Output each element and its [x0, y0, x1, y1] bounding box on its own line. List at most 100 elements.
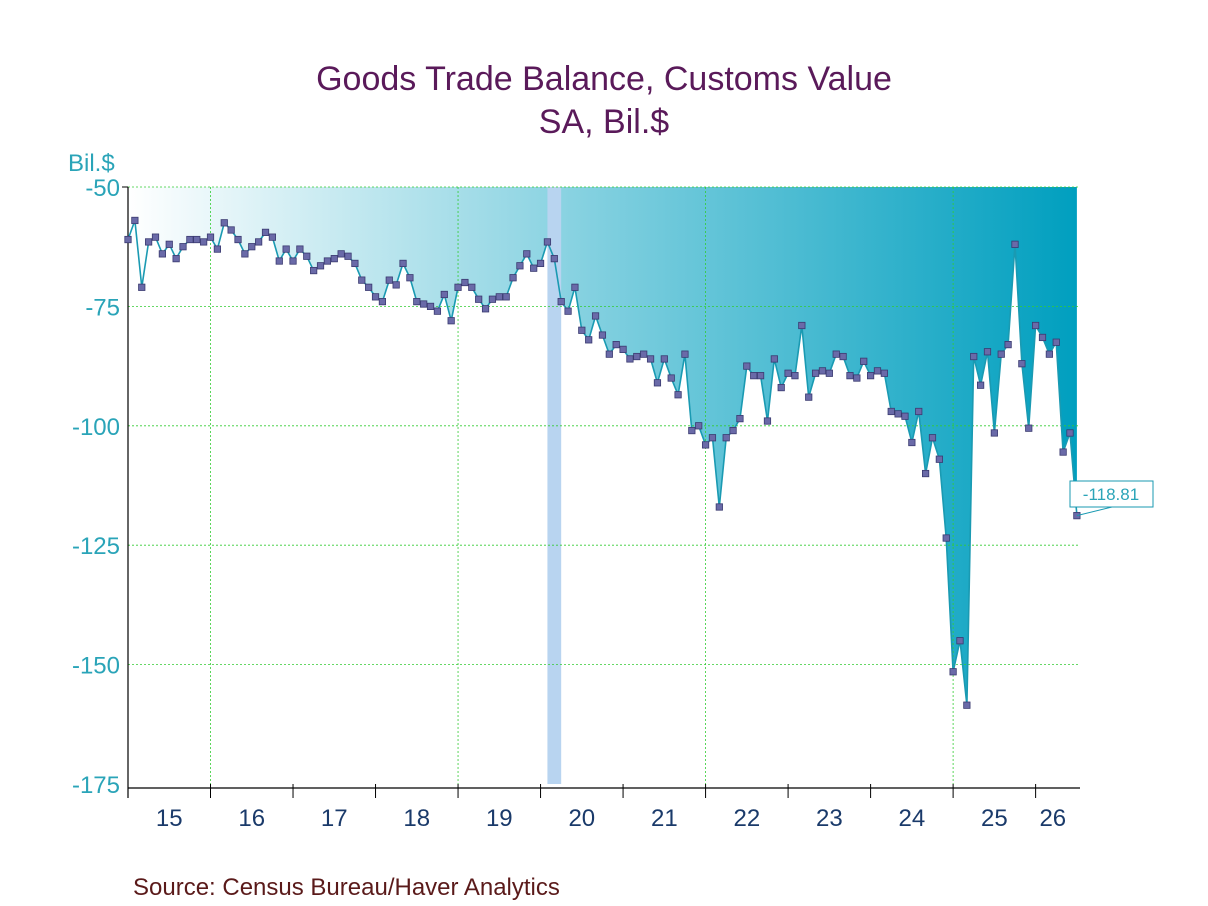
data-point [481, 305, 490, 313]
data-point [351, 259, 359, 268]
data-point [502, 293, 510, 301]
data-point [227, 226, 235, 234]
data-point [516, 262, 524, 270]
data-point [323, 257, 332, 265]
data-point [488, 295, 497, 303]
data-point [591, 312, 600, 320]
data-point [475, 295, 483, 303]
data-point [674, 391, 682, 399]
data-point [688, 426, 696, 435]
x-tick-label: 15 [156, 805, 183, 832]
data-point [983, 348, 992, 356]
data-point [509, 274, 517, 282]
data-point [585, 336, 593, 344]
data-point [371, 293, 380, 301]
data-point [303, 252, 311, 260]
data-point [667, 374, 675, 382]
x-tick-label: 25 [981, 805, 1008, 832]
data-point [337, 250, 345, 258]
data-point [963, 701, 971, 709]
data-point [275, 257, 283, 265]
data-point [846, 372, 854, 380]
data-point [942, 534, 950, 542]
data-point [736, 415, 744, 423]
data-point [798, 321, 806, 330]
data-point [241, 250, 249, 258]
data-point [124, 235, 132, 244]
last-value-box [1069, 480, 1154, 508]
data-point [825, 369, 833, 377]
data-point [818, 367, 827, 375]
data-point [612, 341, 620, 349]
data-point [282, 245, 290, 253]
y-tick-label: -125 [72, 533, 120, 560]
data-point [461, 278, 469, 287]
data-point [805, 393, 813, 401]
data-point [901, 412, 909, 420]
data-point [468, 283, 476, 291]
data-point [145, 238, 153, 246]
data-point [949, 668, 957, 676]
data-point [536, 259, 545, 268]
data-point [784, 369, 792, 377]
y-tick-label: -50 [85, 175, 120, 202]
last-value-label: -118.81 [1083, 485, 1139, 504]
data-point [928, 434, 937, 442]
data-point [1066, 429, 1074, 437]
data-point [158, 250, 166, 258]
data-point [186, 235, 194, 244]
chart-title: Goods Trade Balance, Customs Value [316, 60, 892, 98]
data-point [832, 350, 840, 358]
data-point [1045, 350, 1053, 358]
data-point [915, 407, 923, 416]
y-tick-label: -150 [72, 653, 120, 680]
data-point [131, 216, 139, 225]
data-point [997, 350, 1005, 358]
data-point [1025, 424, 1033, 432]
data-point [495, 293, 503, 301]
data-point [571, 283, 579, 291]
data-point [681, 350, 689, 358]
data-point [213, 245, 221, 253]
data-point [220, 219, 228, 227]
data-point [729, 426, 737, 435]
data-point [908, 438, 916, 447]
x-tick-label: 17 [321, 805, 348, 832]
data-point [365, 283, 373, 291]
data-point [1011, 240, 1019, 248]
recession-band [547, 187, 562, 784]
data-point [200, 238, 208, 246]
x-tick-label: 24 [899, 805, 926, 832]
data-point [708, 434, 717, 442]
data-point [756, 372, 765, 380]
data-point [206, 233, 215, 241]
data-point [715, 503, 723, 511]
data-point [887, 407, 895, 416]
data-point [1004, 341, 1012, 349]
data-point [1038, 333, 1047, 342]
data-point [853, 374, 861, 382]
data-point [701, 441, 710, 449]
data-point [255, 238, 263, 246]
data-point [894, 410, 902, 418]
data-point [378, 298, 387, 306]
data-point [234, 235, 242, 244]
data-point [543, 238, 552, 246]
data-point [619, 345, 627, 353]
data-point [392, 281, 400, 289]
data-point [763, 417, 772, 425]
data-point [578, 326, 586, 334]
x-tick-label: 20 [568, 805, 595, 832]
source-note: Source: Census Bureau/Haver Analytics [133, 874, 560, 901]
data-point [268, 233, 276, 241]
y-tick-label: -175 [72, 772, 120, 799]
data-point [1052, 338, 1060, 346]
data-point [406, 274, 414, 282]
data-point [1018, 360, 1026, 368]
data-point [653, 379, 662, 387]
data-point [646, 355, 655, 363]
data-point [172, 255, 180, 263]
data-point [399, 259, 407, 268]
data-point [873, 367, 882, 375]
